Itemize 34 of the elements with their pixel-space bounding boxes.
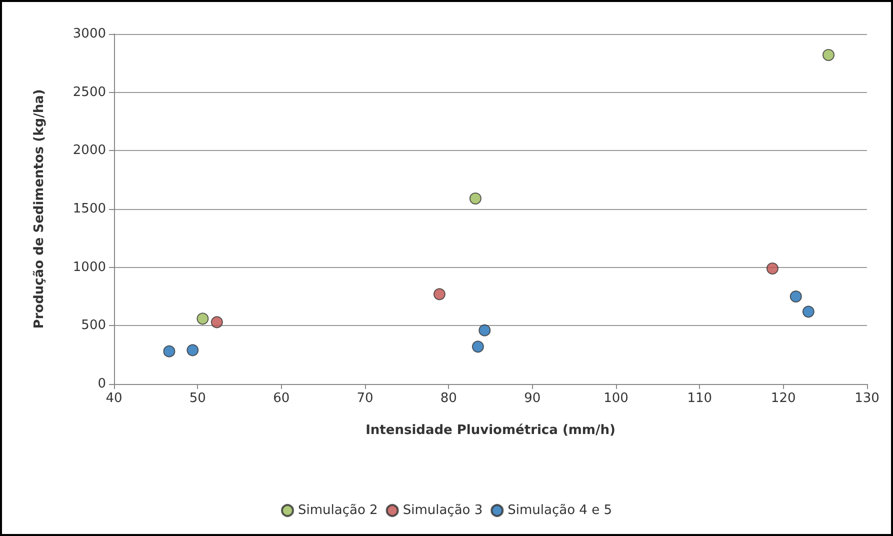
- x-tick-label: 90: [524, 391, 541, 406]
- y-tick-label: 500: [81, 318, 106, 334]
- point: [433, 288, 446, 300]
- point: [472, 340, 484, 353]
- point: [802, 306, 814, 318]
- point: [186, 344, 199, 356]
- point: [210, 316, 223, 328]
- y-tick-label: 0: [98, 376, 106, 392]
- x-tick-label: 110: [687, 391, 712, 406]
- x-tick-label: 40: [106, 391, 122, 406]
- legend-label: Simulação 3: [402, 503, 483, 518]
- y-axis-title: Produção de Sedimentos (kg/ha): [32, 89, 47, 329]
- point: [469, 192, 482, 204]
- x-tick-label: 60: [273, 391, 290, 406]
- y-tick-label: 2000: [72, 143, 106, 158]
- x-tick-label: 50: [189, 391, 206, 406]
- y-tick-label: 3000: [72, 26, 106, 42]
- point: [790, 290, 802, 302]
- x-tick-label: 70: [356, 391, 374, 406]
- x-tick-label: 120: [770, 391, 796, 406]
- x-axis-title: Intensidade Pluviométrica (mm/h): [366, 423, 616, 438]
- point: [196, 312, 209, 325]
- point: [766, 262, 778, 274]
- point: [163, 345, 176, 358]
- y-tick-label: 2500: [72, 84, 106, 100]
- y-tick-label: 1500: [72, 202, 106, 216]
- x-tick-label: 130: [854, 391, 880, 406]
- point: [478, 324, 491, 336]
- legend-label: Simulação 4 e 5: [508, 503, 612, 518]
- x-tick-label: 100: [604, 391, 628, 406]
- x-tick-label: 80: [440, 391, 457, 406]
- point: [822, 49, 835, 61]
- legend-label: Simulação 2: [298, 503, 378, 518]
- y-tick-label: 1000: [72, 260, 106, 275]
